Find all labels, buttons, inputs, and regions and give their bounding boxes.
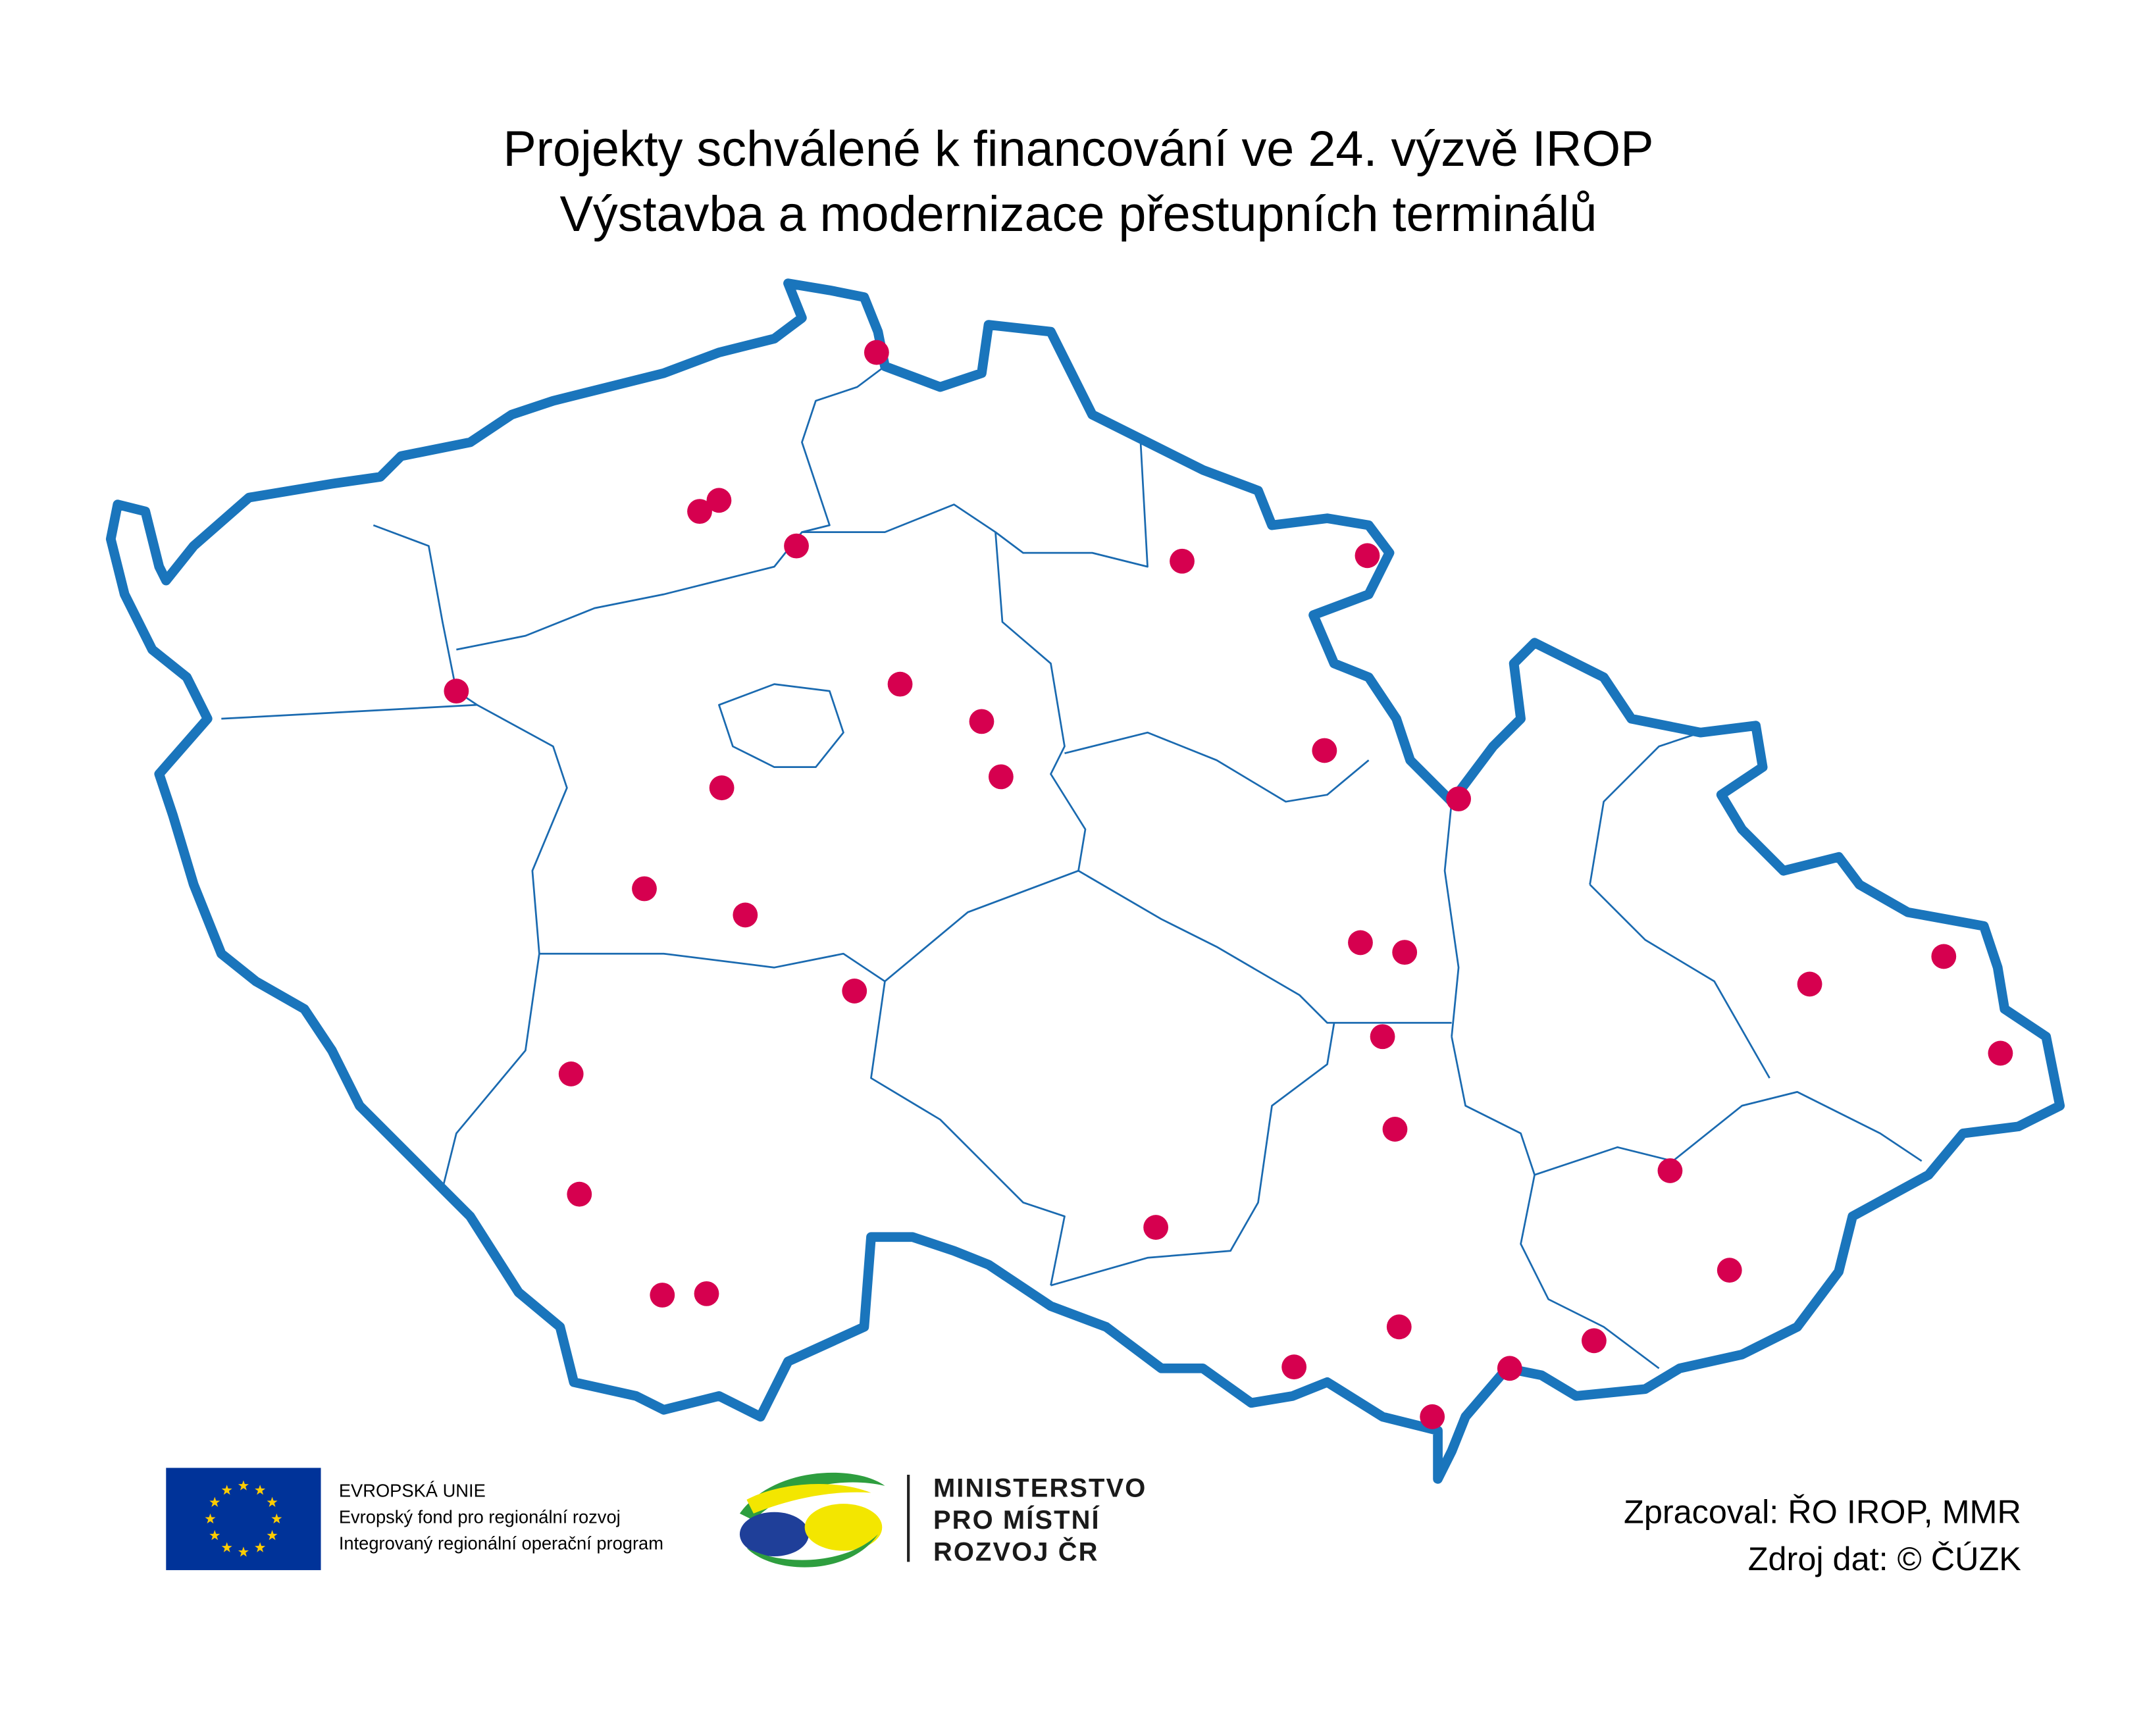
project-dot	[864, 340, 889, 365]
project-dot	[632, 876, 657, 902]
eu-star	[238, 1546, 249, 1557]
project-dot	[444, 678, 469, 704]
region-borders	[221, 365, 1923, 1369]
project-dot	[784, 533, 809, 559]
ministry-logo: MINISTERSTVO PRO MÍSTNÍ ROZVOJ ČR	[739, 1472, 1147, 1568]
project-dot	[1170, 548, 1195, 574]
project-dot	[1281, 1354, 1307, 1380]
project-dot	[1931, 944, 1957, 969]
project-dot	[1797, 971, 1822, 997]
eu-star	[255, 1485, 266, 1495]
eu-logo-text: Integrovaný regionální operační program	[339, 1533, 663, 1553]
project-dot	[969, 709, 994, 734]
title-line: Projekty schválené k financování ve 24. …	[503, 122, 1653, 177]
project-dot	[1582, 1328, 1607, 1354]
eu-star	[255, 1542, 266, 1552]
ministry-logo-text: PRO MÍSTNÍ	[933, 1505, 1100, 1535]
project-dot	[1717, 1258, 1742, 1283]
eu-star	[267, 1530, 278, 1541]
eu-logo: EVROPSKÁ UNIE Evropský fond pro regionál…	[166, 1468, 663, 1570]
project-dot	[1355, 543, 1380, 569]
project-dot	[1386, 1314, 1412, 1340]
project-dot	[567, 1181, 592, 1207]
project-dot	[694, 1281, 719, 1306]
project-dot	[1370, 1024, 1395, 1050]
eu-star	[221, 1485, 232, 1495]
project-dot	[1392, 940, 1418, 965]
project-dot	[887, 671, 913, 697]
project-dot	[1143, 1215, 1169, 1240]
eu-logo-text: EVROPSKÁ UNIE	[339, 1481, 486, 1501]
eu-star	[221, 1542, 232, 1552]
project-dot	[1446, 786, 1471, 811]
project-dot	[650, 1283, 675, 1308]
project-dot	[1382, 1117, 1408, 1142]
project-dot	[988, 764, 1014, 790]
project-dot	[706, 488, 732, 513]
project-dot	[1348, 930, 1373, 956]
project-dot	[733, 902, 758, 928]
project-dot	[1988, 1040, 2013, 1066]
project-dot	[687, 499, 712, 524]
project-dot	[1420, 1404, 1445, 1429]
credit-line: Zpracoval: ŘO IROP, MMR	[1624, 1493, 2021, 1531]
project-dot	[1312, 738, 1337, 763]
country-border	[105, 278, 2065, 1484]
project-dot	[558, 1061, 584, 1086]
ministry-logo-text: MINISTERSTVO	[933, 1474, 1147, 1503]
eu-star	[238, 1480, 249, 1491]
eu-star	[271, 1513, 282, 1524]
eu-logo-text: Evropský fond pro regionální rozvoj	[339, 1507, 621, 1527]
credit-line: Zdroj dat: © ČÚZK	[1748, 1540, 2022, 1577]
title-line: Výstavba a modernizace přestupních termi…	[559, 187, 1597, 242]
eu-star	[209, 1530, 220, 1541]
project-dot	[1497, 1356, 1522, 1381]
eu-star	[209, 1496, 220, 1507]
eu-star	[267, 1496, 278, 1507]
eu-star	[205, 1513, 216, 1524]
project-dot	[842, 979, 867, 1004]
project-locations	[444, 340, 2013, 1429]
ministry-logo-text: ROZVOJ ČR	[933, 1536, 1099, 1566]
project-dot	[709, 775, 735, 801]
project-dot	[1657, 1158, 1683, 1183]
